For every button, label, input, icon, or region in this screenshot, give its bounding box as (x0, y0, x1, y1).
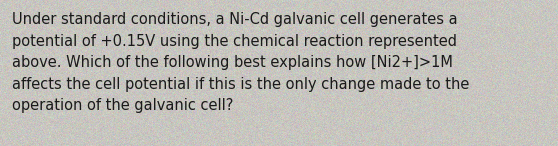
Text: Under standard conditions, a Ni-Cd galvanic cell generates a
potential of +0.15V: Under standard conditions, a Ni-Cd galva… (12, 12, 469, 113)
